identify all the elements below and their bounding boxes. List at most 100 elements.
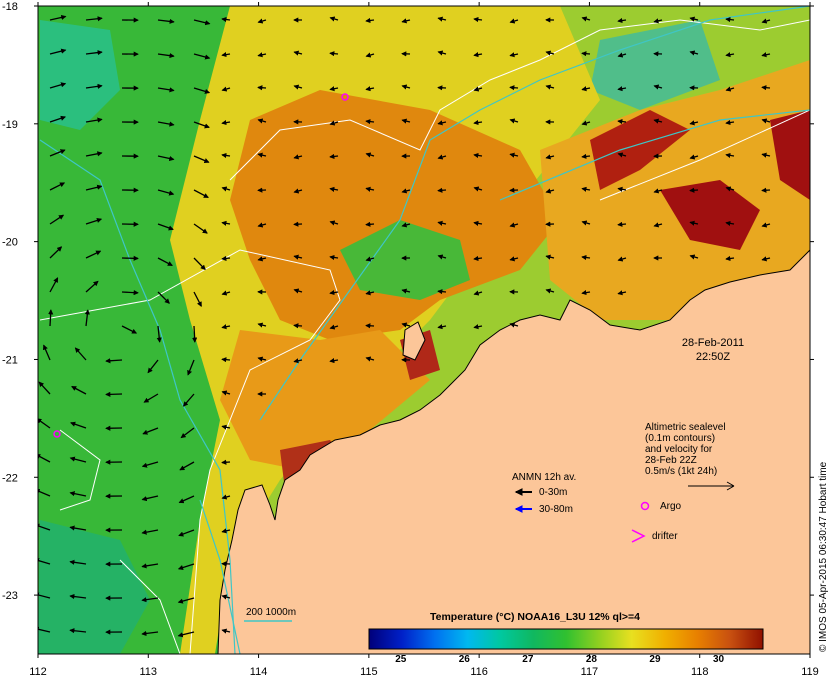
- current-arrow-icon: [581, 290, 591, 296]
- current-arrow-icon: [653, 188, 663, 194]
- lat-tick-label: -22: [2, 472, 18, 484]
- current-arrow-icon: [689, 254, 699, 260]
- isobath-legend-label: 200 1000m: [246, 607, 296, 618]
- current-arrow-icon: [581, 51, 591, 57]
- current-arrow-icon: [509, 52, 519, 58]
- current-arrow-icon: [473, 255, 483, 262]
- current-arrow-icon: [473, 324, 483, 330]
- lon-tick-label: 114: [250, 666, 268, 678]
- current-arrow-icon: [329, 86, 339, 92]
- hot-water-patch-3: [770, 110, 810, 200]
- timestamp-date: 28-Feb-2011: [682, 337, 744, 349]
- current-arrow-icon: [401, 222, 411, 228]
- current-arrow-icon: [38, 626, 51, 633]
- current-arrow-icon: [221, 459, 231, 465]
- current-legend: ANMN 12h av. 0-30m 30-80m: [512, 472, 576, 515]
- current-arrow-icon: [365, 86, 375, 92]
- current-arrow-icon: [69, 525, 87, 531]
- current-arrow-icon: [581, 86, 591, 92]
- current-arrow-icon: [257, 256, 267, 262]
- current-arrow-icon: [221, 52, 231, 58]
- landmass: [217, 249, 810, 654]
- current-arrow-icon: [85, 151, 103, 157]
- current-arrow-icon: [365, 256, 375, 262]
- lat-tick-label: -18: [2, 1, 18, 13]
- argo-float-marker: [53, 430, 61, 438]
- current-arrow-icon: [49, 246, 63, 259]
- current-arrow-icon: [329, 51, 339, 57]
- current-arrow-icon: [141, 630, 159, 637]
- marker-legend: Argo drifter: [631, 501, 682, 543]
- current-arrow-icon: [193, 87, 211, 94]
- current-arrow-icon: [193, 155, 210, 163]
- current-arrow-icon: [157, 189, 175, 196]
- longitude-axis: 112 113 114 115 116 117 118 119: [29, 2, 819, 678]
- current-arrow-icon: [581, 16, 591, 22]
- scale-arrowhead-icon: [726, 481, 735, 491]
- current-arrow-icon: [689, 50, 699, 56]
- current-arrow-icon: [221, 220, 231, 226]
- current-arrow-icon: [473, 52, 483, 58]
- current-arrow-icon: [38, 381, 51, 395]
- cold-water-patch-2: [38, 520, 150, 654]
- current-arrow-icon: [293, 358, 303, 364]
- current-arrow-icon: [221, 119, 231, 126]
- current-arrow-icon: [157, 53, 175, 59]
- current-arrow-icon: [581, 186, 591, 192]
- current-arrow-icon: [725, 220, 735, 226]
- current-arrow-icon: [257, 85, 267, 91]
- lon-tick-label: 112: [29, 666, 47, 678]
- current-arrow-icon: [437, 289, 447, 295]
- current-arrow-icon: [85, 49, 103, 56]
- current-arrow-icon: [761, 187, 771, 193]
- argo-legend-icon: [640, 501, 650, 511]
- current-arrow-icon: [257, 152, 267, 158]
- credit-text: © IMOS 05-Apr-2015 06:30:47 Hobart time: [818, 461, 829, 652]
- current-arrow-icon: [177, 631, 195, 638]
- current-arrow-icon: [473, 186, 483, 192]
- colorbar-tick-label: 26: [459, 654, 471, 665]
- current-arrow-icon: [581, 220, 591, 226]
- current-arrow-icon: [293, 288, 303, 294]
- sealevel-contours: [39, 19, 810, 654]
- current-arrow-icon: [761, 52, 771, 58]
- current-arrow-icon: [329, 324, 339, 330]
- lon-tick-label: 118: [691, 666, 709, 678]
- current-arrow-icon: [178, 495, 195, 504]
- current-arrow-icon: [38, 523, 51, 531]
- current-arrow-icon: [85, 117, 103, 123]
- lat-tick-label: -23: [2, 590, 18, 602]
- current-arrow-icon: [293, 154, 303, 160]
- lon-tick-label: 115: [360, 666, 378, 678]
- current-arrow-icon: [221, 424, 231, 430]
- current-arrow-icon: [437, 120, 447, 126]
- current-arrow-icon: [221, 290, 231, 296]
- current-arrow-icon: [761, 118, 771, 124]
- current-arrow-icon: [545, 254, 555, 260]
- current-arrow-icon: [85, 184, 103, 191]
- current-arrow-icon: [653, 222, 663, 228]
- warm-water-core: [230, 90, 560, 340]
- current-arrow-icon: [49, 214, 65, 225]
- current-arrow-icon: [473, 86, 483, 92]
- current-arrow-icon: [157, 223, 174, 231]
- current-arrow-icon: [49, 277, 59, 293]
- current-arrow-icon: [193, 53, 211, 60]
- current-legend-shallow: 0-30m: [539, 487, 567, 498]
- argo-float-marker: [341, 93, 349, 101]
- current-arrow-icon: [329, 153, 339, 160]
- current-arrow-icon: [689, 16, 699, 22]
- current-arrow-icon: [257, 118, 267, 124]
- current-arrow-icon: [473, 152, 483, 159]
- current-arrow-icon: [156, 325, 162, 343]
- current-arrow-icon: [329, 186, 339, 192]
- current-arrow-icon: [509, 322, 519, 328]
- current-arrow-icon: [617, 186, 627, 192]
- current-arrow-icon: [221, 390, 231, 396]
- current-arrow-icon: [509, 118, 519, 124]
- current-arrow-icon: [689, 154, 699, 160]
- current-arrow-icon: [437, 16, 447, 22]
- lon-tick-label: 113: [140, 666, 158, 678]
- current-arrow-icon: [329, 120, 339, 126]
- current-arrow-icon: [257, 356, 267, 362]
